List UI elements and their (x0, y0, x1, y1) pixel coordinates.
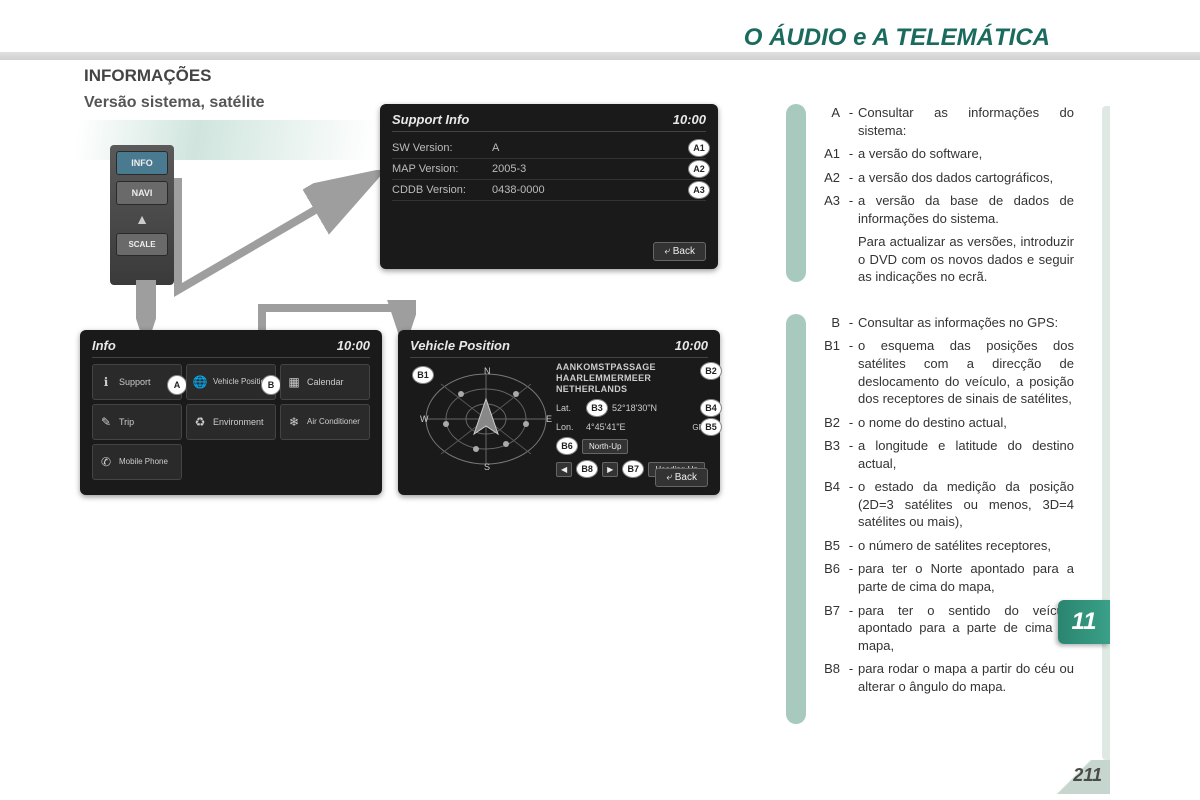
legend-row: B8-para rodar o mapa a partir do céu ou … (816, 660, 1074, 695)
page-title: O ÁUDIO e A TELEMÁTICA (744, 24, 1050, 52)
support-info-screen: Support Info 10:00 SW Version: A A1 MAP … (380, 104, 718, 269)
hw-navi-button[interactable]: NAVI (116, 181, 168, 205)
hw-scale-button[interactable]: SCALE (116, 233, 168, 256)
phone-icon: ✆ (97, 453, 115, 471)
marker-a2: A2 (688, 160, 710, 178)
marker-a: A (167, 375, 187, 395)
info-cell-trip[interactable]: ✎ Trip (92, 404, 182, 440)
marker-b6: B6 (556, 437, 578, 455)
rotate-right-button[interactable]: ▶ (602, 462, 618, 477)
legend-pill-a (786, 104, 806, 282)
info-title: Info (92, 338, 116, 353)
satellite-globe-diagram: N S W E (416, 364, 556, 474)
info-cell-environment[interactable]: ♻ Environment (186, 404, 276, 440)
marker-b7: B7 (622, 460, 644, 478)
support-title: Support Info (392, 112, 469, 127)
subtitle: Versão sistema, satélite (84, 94, 265, 112)
chapter-tab: 11 (1058, 600, 1110, 644)
legend-row: B4-o estado da medição da posição (2D=3 … (816, 478, 1074, 531)
info-cell-vehicle-position[interactable]: 🌐 Vehicle Position B (186, 364, 276, 400)
info-icon: ℹ (97, 373, 115, 391)
right-accent-strip (1102, 106, 1110, 760)
legend-row: B2-o nome do destino actual, (816, 414, 1074, 432)
marker-b1: B1 (412, 366, 434, 384)
legend-row: B7-para ter o sentido do veículo apontad… (816, 602, 1074, 655)
info-cell-air-conditioner[interactable]: ❄ Air Conditioner (280, 404, 370, 440)
legend-pill-b (786, 314, 806, 724)
marker-b5: B5 (700, 418, 722, 436)
legend-row: B5-o número de satélites receptores, (816, 537, 1074, 555)
page-number: 211 (1073, 765, 1102, 786)
legend-row: A1-a versão do software, (816, 145, 1074, 163)
legend-row: A-Consultar as informações do sistema: (816, 104, 1074, 139)
calendar-icon: ▦ (285, 373, 303, 391)
vehpos-destination: AANKOMSTPASSAGE HAARLEMMERMEER NETHERLAN… (556, 362, 716, 394)
vehicle-position-screen: Vehicle Position 10:00 N S W E B1 AANKOM… (398, 330, 720, 495)
legend-group-b: B-Consultar as informações no GPS: B1-o e… (786, 314, 1074, 695)
info-cell-mobile-phone[interactable]: ✆ Mobile Phone (92, 444, 182, 480)
marker-b8: B8 (576, 460, 598, 478)
rotate-left-button[interactable]: ◀ (556, 462, 572, 477)
legend-row: B1-o esquema das posições dos satélites … (816, 337, 1074, 407)
marker-b4: B4 (700, 399, 722, 417)
north-up-button[interactable]: North-Up (582, 439, 628, 454)
hw-arrow-up-icon[interactable]: ▲ (116, 211, 168, 227)
svg-text:E: E (546, 414, 552, 424)
vehpos-back-button[interactable]: ⤶ Back (655, 468, 708, 487)
legend-column: A-Consultar as informações do sistema: A1… (786, 104, 1074, 723)
legend-row: B6-para ter o Norte apontado para a part… (816, 560, 1074, 595)
header-bar (0, 52, 1200, 60)
legend-row: B-Consultar as informações no GPS: (816, 314, 1074, 332)
info-clock: 10:00 (337, 338, 370, 353)
svg-text:N: N (484, 366, 491, 376)
legend-row: A2-a versão dos dados cartográficos, (816, 169, 1074, 187)
section-title: INFORMAÇÕES (84, 66, 212, 86)
vehpos-title: Vehicle Position (410, 338, 510, 353)
support-back-button[interactable]: ⤶ Back (653, 242, 706, 261)
legend-row: B3-a longitude e latitude do destino act… (816, 437, 1074, 472)
marker-a1: A1 (688, 139, 710, 157)
info-cell-support[interactable]: ℹ Support A (92, 364, 182, 400)
environment-icon: ♻ (191, 413, 209, 431)
marker-a3: A3 (688, 181, 710, 199)
info-menu-screen: Info 10:00 ℹ Support A 🌐 Vehicle Positio… (80, 330, 382, 495)
ac-icon: ❄ (285, 413, 303, 431)
marker-b3: B3 (586, 399, 608, 417)
info-cell-calendar[interactable]: ▦ Calendar (280, 364, 370, 400)
globe-icon: 🌐 (191, 373, 209, 391)
vehpos-clock: 10:00 (675, 338, 708, 353)
legend-row: Para actualizar as versões, introduzir o… (816, 233, 1074, 286)
svg-text:W: W (420, 414, 429, 424)
svg-text:S: S (484, 462, 490, 472)
legend-row: A3-a versão da base de dados de informaç… (816, 192, 1074, 227)
marker-b: B (261, 375, 281, 395)
vehpos-lon-row: Lon. 4°45'41"E GPS 8 B5 (556, 422, 716, 432)
hardware-button-strip: INFO NAVI ▲ SCALE (110, 145, 174, 285)
legend-group-a: A-Consultar as informações do sistema: A1… (786, 104, 1074, 286)
hw-info-button[interactable]: INFO (116, 151, 168, 175)
support-row-cddb: CDDB Version: 0438-0000 A3 (392, 180, 706, 201)
marker-b2: B2 (700, 362, 722, 380)
support-clock: 10:00 (673, 112, 706, 127)
trip-icon: ✎ (97, 413, 115, 431)
support-row-sw: SW Version: A A1 (392, 138, 706, 159)
support-row-map: MAP Version: 2005-3 A2 (392, 159, 706, 180)
vehpos-lat-row: Lat. B3 52°18'30"N 3D B4 (556, 399, 716, 417)
